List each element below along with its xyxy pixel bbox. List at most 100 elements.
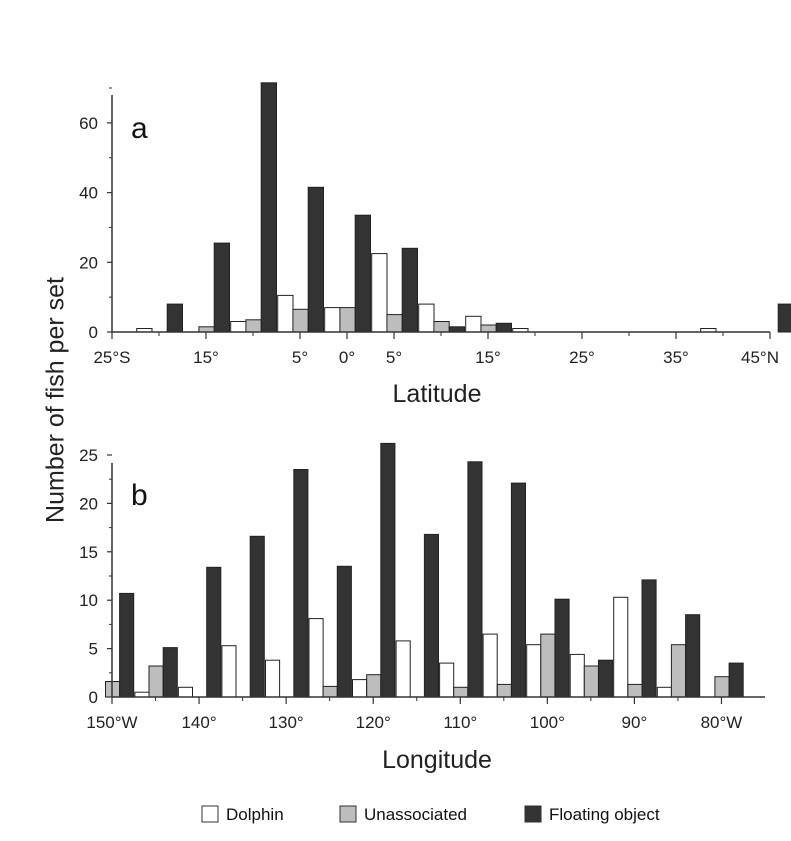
- legend-label-dolphin: Dolphin: [226, 805, 284, 824]
- bar-floating-1-11: [598, 659, 614, 698]
- legend: Dolphin Unassociated Floating object: [201, 805, 660, 824]
- bar-floating-1-13: [685, 614, 701, 698]
- bar-dolphin-0-3: [324, 307, 341, 333]
- bar-unassociated-0-2: [292, 308, 309, 333]
- panel-a-x-tick-label-8: 45°N: [741, 348, 779, 367]
- bar-unassociated-1-5: [496, 683, 512, 698]
- panel-a-y-tick-label-0: 0: [89, 323, 98, 342]
- bar-unassociated-0-1: [245, 319, 262, 333]
- panel-a-x-tick-label-2: 5°: [292, 348, 308, 367]
- bar-dolphin-0-6: [465, 315, 482, 333]
- panel-b-y-tick-label-5: 25: [79, 446, 98, 465]
- panel-b-y-tick-label-4: 20: [79, 494, 98, 513]
- bar-unassociated-1-10: [714, 676, 730, 698]
- panel-b: b 0 5 10 15 20 25 150°W 140° 130° 120° 110° 100° 90°…: [79, 442, 765, 774]
- bar-floating-0-3: [307, 186, 325, 333]
- panel-a-x-tick-label-5: 15°: [475, 348, 501, 367]
- bar-dolphin-1-11: [613, 596, 629, 698]
- bar-dolphin-1-12: [656, 686, 672, 698]
- panel-b-bars: [105, 442, 744, 698]
- panel-a-bars: [136, 82, 791, 333]
- shared-y-axis-title: Number of fish per set: [42, 277, 70, 523]
- bar-unassociated-1-3: [366, 674, 382, 698]
- legend-label-unassociated: Unassociated: [364, 805, 467, 824]
- panel-b-x-tick-label-0: 150°W: [86, 713, 137, 732]
- panel-b-y-tick-label-3: 15: [79, 543, 98, 562]
- bar-floating-1-5: [336, 565, 352, 698]
- bar-floating-0-1: [213, 242, 230, 333]
- panel-b-y-tick-label-0: 0: [89, 688, 98, 707]
- bar-unassociated-1-1: [148, 665, 164, 698]
- panel-b-y-tick-label-2: 10: [79, 591, 98, 610]
- panel-a-x-tick-label-4: 5°: [386, 348, 402, 367]
- panel-a-y-tick-label-1: 20: [79, 253, 98, 272]
- panel-b-x-tick-label-7: 80°W: [701, 713, 743, 732]
- bar-floating-1-7: [423, 533, 439, 698]
- bar-floating-1-8: [467, 461, 483, 698]
- panel-a-x-tick-label-3: 0°: [339, 348, 355, 367]
- bar-floating-0-6: [448, 326, 466, 333]
- panel-b-y-tick-label-1: 5: [89, 640, 98, 659]
- legend-item-unassociated: Unassociated: [339, 805, 467, 824]
- panel-a-x-axis-title: Latitude: [393, 380, 482, 408]
- panel-a-x-tick-label-6: 25°: [569, 348, 595, 367]
- panel-a-x-tick-label-7: 35°: [663, 348, 689, 367]
- bar-floating-1-3: [249, 535, 265, 698]
- panel-b-x-axis-title: Longitude: [382, 746, 492, 774]
- panel-a-x-tick-label-1: 15°: [193, 348, 219, 367]
- bar-floating-0-2: [260, 82, 278, 333]
- panel-a-axes: 0 20 40 60 25°S 15° 5° 0° 5° 15° 25° 35° 45°N: [79, 87, 779, 367]
- legend-item-floating-object: Floating object: [524, 805, 660, 824]
- bar-dolphin-1-6: [395, 640, 411, 698]
- legend-item-dolphin: Dolphin: [201, 805, 284, 824]
- panel-a-y-tick-label-3: 60: [79, 114, 98, 133]
- bar-unassociated-0-0: [198, 326, 215, 333]
- bar-floating-1-2: [206, 566, 222, 698]
- bar-floating-1-12: [641, 579, 657, 698]
- panel-b-x-tick-label-6: 90°: [622, 713, 648, 732]
- bar-dolphin-1-7: [439, 662, 455, 698]
- bar-floating-0-0: [166, 303, 183, 333]
- bar-unassociated-0-4: [386, 314, 403, 333]
- bar-unassociated-1-8: [627, 683, 643, 698]
- bar-dolphin-1-1: [177, 686, 193, 698]
- panel-b-axes: 0 5 10 15 20 25 150°W 140° 130° 120° 110° 100° 90° 80…: [79, 446, 765, 732]
- bar-dolphin-1-8: [482, 633, 498, 698]
- bar-dolphin-0-1: [230, 321, 247, 333]
- bar-floating-1-0: [119, 592, 135, 698]
- panel-b-x-tick-label-1: 140°: [181, 713, 216, 732]
- bar-unassociated-1-9: [670, 644, 687, 698]
- bar-dolphin-0-2: [277, 294, 294, 333]
- bar-floating-0-8: [777, 303, 791, 333]
- bar-floating-1-1: [162, 647, 178, 698]
- bar-unassociated-0-5: [433, 321, 450, 333]
- legend-swatch-floating-object: [524, 805, 542, 823]
- panel-a-label: a: [131, 112, 148, 145]
- bar-dolphin-1-2: [221, 645, 237, 698]
- bar-dolphin-0-4: [371, 253, 388, 333]
- panel-b-x-tick-label-3: 120°: [356, 713, 391, 732]
- bar-unassociated-1-7: [583, 665, 599, 698]
- bar-unassociated-0-6: [480, 324, 497, 333]
- bar-dolphin-1-4: [308, 618, 324, 698]
- bar-dolphin-0-5: [418, 303, 435, 333]
- panel-a-y-tick-label-2: 40: [79, 184, 98, 203]
- bar-floating-0-4: [354, 214, 372, 333]
- bar-floating-1-14: [728, 662, 744, 698]
- bar-floating-0-7: [495, 322, 513, 333]
- legend-swatch-unassociated: [339, 805, 357, 823]
- bar-dolphin-1-5: [352, 679, 368, 698]
- panel-a: a 0 20 40 60 25°S 15° 5° 0° 5° 15° 25° 35° 45°N Lati…: [79, 82, 791, 408]
- bar-dolphin-1-3: [265, 659, 281, 698]
- bar-dolphin-1-10: [569, 653, 585, 698]
- panel-b-x-tick-label-4: 110°: [443, 713, 477, 732]
- bar-unassociated-1-2: [322, 685, 338, 698]
- bar-floating-1-10: [554, 598, 570, 698]
- bar-unassociated-1-4: [453, 686, 469, 698]
- bar-floating-1-9: [510, 482, 526, 698]
- panel-b-label: b: [131, 479, 148, 512]
- bar-unassociated-0-3: [339, 307, 356, 333]
- bar-dolphin-1-9: [526, 644, 542, 698]
- bar-floating-1-4: [293, 469, 309, 698]
